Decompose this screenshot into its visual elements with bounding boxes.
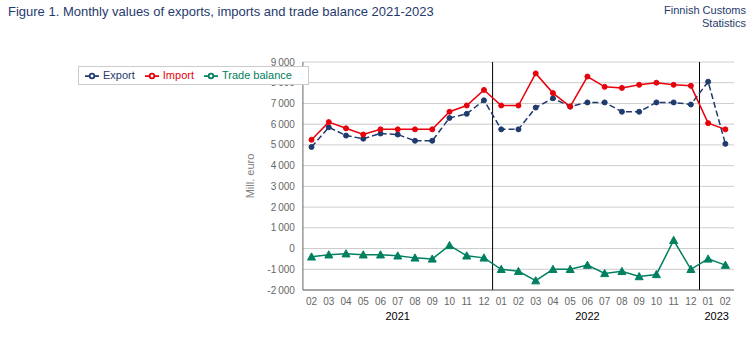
svg-text:10: 10 — [444, 296, 456, 307]
svg-text:03: 03 — [530, 296, 542, 307]
svg-text:4 000: 4 000 — [271, 160, 296, 171]
svg-text:02: 02 — [720, 296, 732, 307]
svg-text:Mill. euro: Mill. euro — [244, 154, 256, 199]
svg-text:6 000: 6 000 — [271, 119, 296, 130]
svg-text:5 000: 5 000 — [271, 139, 296, 150]
svg-text:-2 000: -2 000 — [267, 285, 295, 296]
svg-text:1 000: 1 000 — [271, 222, 296, 233]
svg-text:12: 12 — [685, 296, 697, 307]
svg-text:7 000: 7 000 — [271, 98, 296, 109]
svg-text:2023: 2023 — [705, 310, 729, 322]
svg-text:-1 000: -1 000 — [267, 264, 295, 275]
svg-text:02: 02 — [306, 296, 318, 307]
svg-text:0: 0 — [289, 243, 295, 254]
svg-text:11: 11 — [462, 296, 473, 307]
svg-text:2 000: 2 000 — [271, 202, 296, 213]
svg-text:06: 06 — [582, 296, 594, 307]
svg-text:07: 07 — [599, 296, 611, 307]
svg-text:09: 09 — [427, 296, 439, 307]
svg-text:03: 03 — [323, 296, 335, 307]
svg-text:8 000: 8 000 — [271, 77, 296, 88]
svg-text:09: 09 — [634, 296, 646, 307]
svg-text:2021: 2021 — [386, 310, 410, 322]
svg-text:08: 08 — [409, 296, 421, 307]
svg-text:05: 05 — [565, 296, 577, 307]
svg-text:01: 01 — [496, 296, 508, 307]
svg-text:3 000: 3 000 — [271, 181, 296, 192]
svg-text:9 000: 9 000 — [271, 57, 296, 68]
svg-text:05: 05 — [358, 296, 370, 307]
svg-text:11: 11 — [668, 296, 679, 307]
svg-text:04: 04 — [547, 296, 559, 307]
svg-text:04: 04 — [340, 296, 352, 307]
svg-text:08: 08 — [616, 296, 628, 307]
svg-text:02: 02 — [513, 296, 525, 307]
svg-text:07: 07 — [392, 296, 404, 307]
svg-text:2022: 2022 — [575, 310, 599, 322]
svg-text:01: 01 — [703, 296, 715, 307]
svg-text:10: 10 — [651, 296, 663, 307]
svg-text:12: 12 — [478, 296, 490, 307]
svg-text:06: 06 — [375, 296, 387, 307]
